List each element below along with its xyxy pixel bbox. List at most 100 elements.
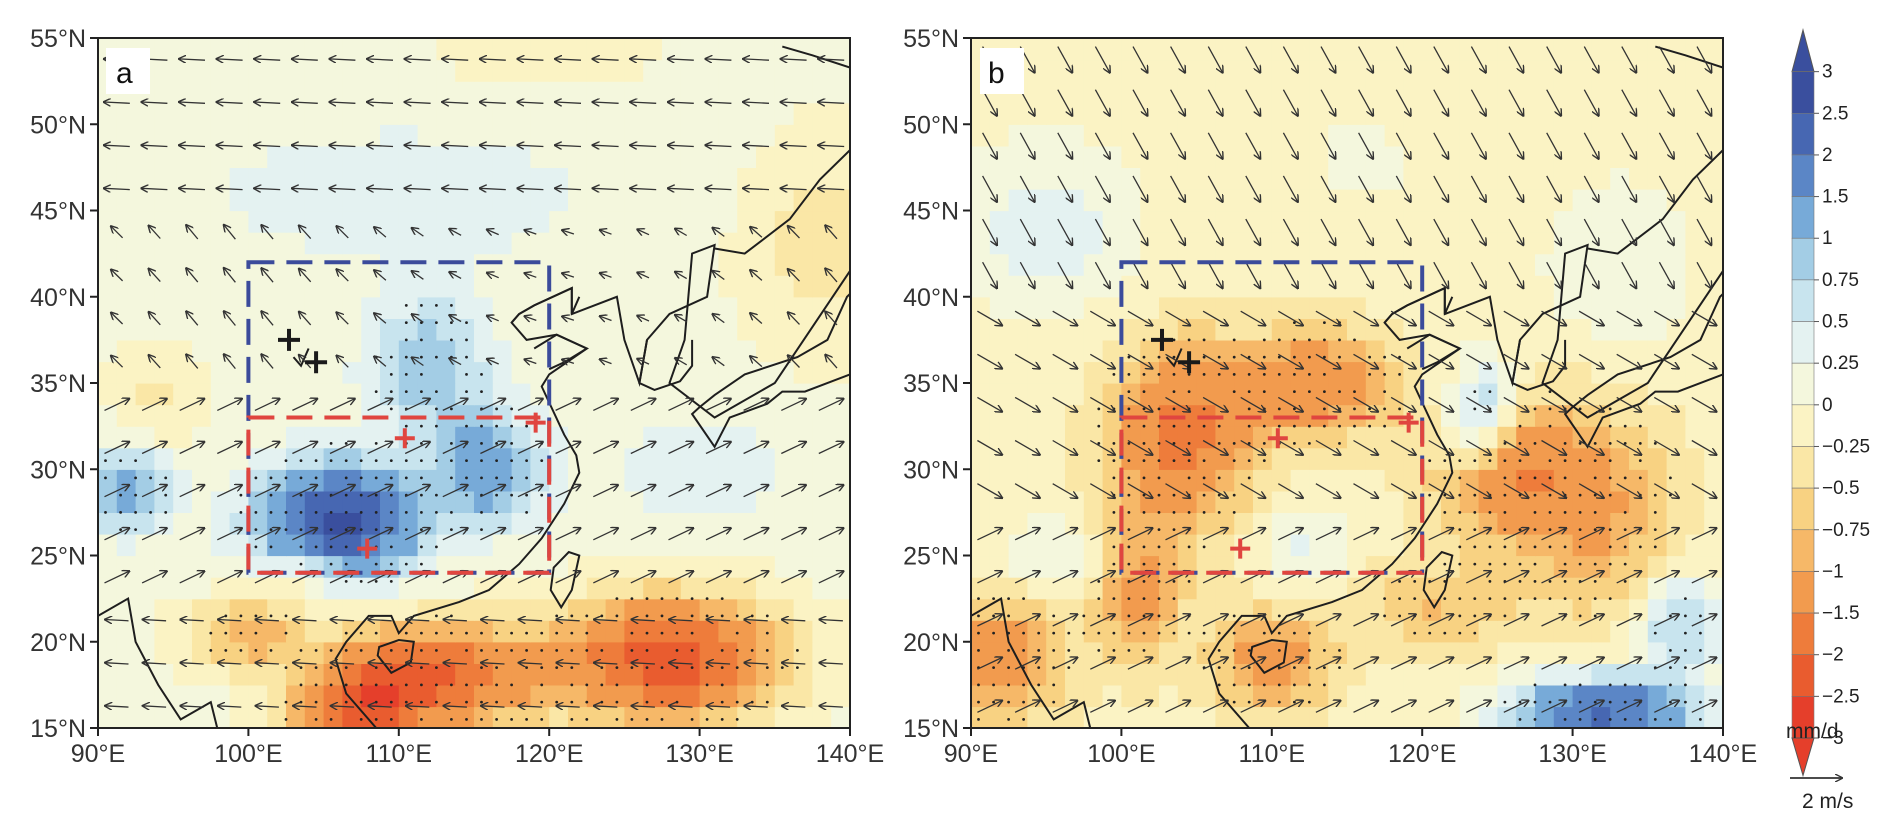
field-cell	[586, 533, 607, 557]
field-cell	[1497, 533, 1517, 557]
wind-arrow	[744, 706, 768, 707]
wind-arrow	[669, 706, 693, 707]
wind-arrow	[141, 571, 167, 584]
wind-arrow	[1207, 132, 1222, 159]
significance-dot	[299, 528, 303, 531]
field-cell	[135, 598, 155, 621]
field-cell	[1309, 663, 1329, 686]
wind-arrow	[1132, 46, 1147, 73]
wind-arrow	[517, 59, 544, 60]
significance-dot	[570, 631, 574, 635]
wind-arrow	[374, 313, 387, 324]
field-cell	[793, 533, 813, 557]
significance-dot	[389, 459, 393, 462]
field-cell	[361, 383, 381, 406]
significance-dot	[284, 718, 288, 721]
field-cell	[511, 102, 531, 125]
field-cell	[342, 404, 362, 427]
wind-arrow	[1583, 261, 1598, 288]
field-cell	[1177, 38, 1198, 61]
wind-arrow	[1320, 132, 1335, 159]
field-cell	[1328, 275, 1348, 298]
significance-dot	[1202, 493, 1206, 497]
field-cell	[1102, 533, 1122, 557]
field-cell	[417, 232, 437, 255]
field-cell	[210, 620, 231, 643]
significance-dot	[1127, 614, 1131, 618]
field-cell	[1365, 81, 1386, 104]
significance-dot	[420, 631, 423, 635]
field-cell	[1572, 490, 1592, 513]
field-cell	[417, 598, 437, 621]
wind-arrow	[782, 663, 806, 664]
field-cell	[1196, 706, 1216, 728]
field-cell	[737, 318, 757, 341]
field-cell	[210, 577, 231, 600]
field-cell	[1365, 318, 1386, 341]
field-cell	[971, 339, 991, 363]
significance-dot	[1563, 459, 1567, 462]
field-cell	[1083, 577, 1104, 600]
field-cell	[1234, 296, 1254, 319]
significance-dot	[705, 597, 709, 600]
field-cell	[1647, 598, 1668, 621]
field-cell	[1121, 577, 1141, 600]
significance-dot	[450, 442, 453, 445]
field-cell	[624, 361, 644, 384]
significance-dot	[1172, 562, 1176, 566]
wind-arrow	[179, 442, 205, 455]
field-cell	[248, 469, 268, 492]
field-cell	[1253, 620, 1273, 643]
wind-arrow	[1207, 218, 1222, 245]
field-cell	[1647, 59, 1668, 82]
field-cell	[492, 124, 513, 147]
field-cell	[1553, 447, 1574, 470]
wind-arrow	[519, 620, 543, 621]
field-cell	[229, 38, 249, 61]
field-cell	[812, 102, 832, 125]
field-cell	[1647, 339, 1668, 363]
field-cell	[492, 275, 513, 298]
wind-arrow	[1315, 439, 1341, 455]
wind-arrow	[1089, 483, 1115, 498]
field-cell	[1704, 253, 1723, 276]
field-cell	[1159, 598, 1179, 621]
field-cell	[774, 706, 795, 728]
field-cell	[1347, 232, 1367, 255]
field-cell	[1572, 533, 1592, 557]
wind-arrow	[1616, 310, 1642, 325]
field-cell	[1535, 81, 1555, 104]
significance-dot	[1503, 614, 1507, 618]
wind-arrow	[368, 663, 392, 664]
field-cell	[173, 318, 193, 341]
field-cell	[286, 383, 306, 406]
field-cell	[1083, 188, 1104, 212]
wind-arrow	[1691, 658, 1717, 670]
field-cell	[1290, 38, 1310, 61]
wind-arrow	[141, 188, 168, 189]
field-cell	[737, 188, 757, 212]
field-cell	[1196, 361, 1216, 384]
field-cell	[586, 469, 607, 492]
field-cell	[568, 404, 588, 427]
field-cell	[1121, 663, 1141, 686]
significance-dot	[435, 493, 438, 497]
wind-arrow	[707, 706, 731, 707]
field-cell	[756, 684, 776, 708]
field-cell	[455, 620, 475, 643]
field-cell	[380, 577, 400, 600]
field-cell	[1328, 339, 1348, 363]
field-cell	[380, 167, 400, 190]
colorbar-swatch	[1791, 571, 1815, 614]
field-cell	[1234, 361, 1254, 384]
significance-dot	[1428, 614, 1432, 618]
field-cell	[718, 275, 738, 298]
field-cell	[474, 490, 494, 513]
wind-arrow	[1658, 46, 1673, 73]
field-cell	[1309, 684, 1329, 708]
wind-arrow	[1240, 483, 1266, 498]
significance-dot	[992, 614, 995, 618]
field-cell	[1140, 620, 1160, 643]
wind-arrow	[261, 268, 274, 283]
significance-dot	[359, 718, 363, 721]
